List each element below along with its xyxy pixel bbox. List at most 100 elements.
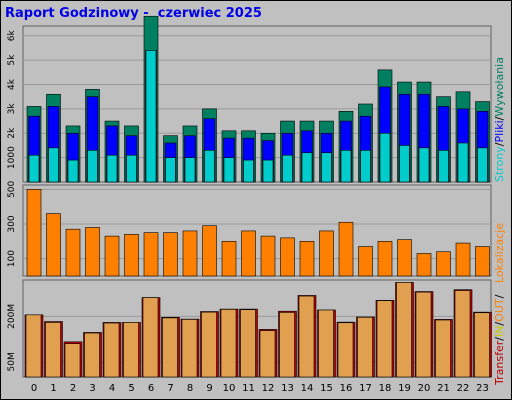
strony-bar-7 <box>165 157 176 183</box>
transfer-in-bar-6 <box>142 297 159 378</box>
strony-bar-16 <box>340 150 352 183</box>
transfer-in-bar-23 <box>474 312 490 378</box>
lokalizacje-bar-10 <box>221 241 237 277</box>
legend-separator: / <box>493 337 506 341</box>
transfer-in-bar-0 <box>25 314 42 378</box>
lokalizacje-bar-21 <box>436 251 451 277</box>
strony-bar-19 <box>399 145 410 183</box>
strony-bar-0 <box>28 154 40 183</box>
transfer-in-bar-12 <box>259 330 276 378</box>
transfer-in-bar-10 <box>220 309 237 378</box>
strony-bar-11 <box>243 159 254 183</box>
strony-bar-4 <box>106 154 118 183</box>
strony-bar-21 <box>438 150 449 183</box>
xtick-label-19: 19 <box>398 383 411 394</box>
xtick-label-2: 2 <box>70 383 76 394</box>
xtick-label-13: 13 <box>281 383 294 394</box>
panel-1-ytick-label: 500 <box>7 180 17 197</box>
strony-bar-14 <box>301 152 313 183</box>
xtick-label-1: 1 <box>50 383 56 394</box>
transfer-in-bar-22 <box>454 290 471 378</box>
lokalizacje-bar-7 <box>163 232 178 277</box>
legend-in: IN <box>493 326 506 337</box>
panel-0-ytick-label: 2k <box>7 127 17 139</box>
panel-0-ytick-label: 6k <box>7 30 17 42</box>
transfer-in-bar-21 <box>435 319 451 378</box>
xtick-label-14: 14 <box>301 383 314 394</box>
xtick-label-8: 8 <box>187 383 193 394</box>
panel-0-plot-area <box>22 25 492 183</box>
xtick-label-23: 23 <box>476 383 489 394</box>
legend-separator: / <box>493 322 506 326</box>
transfer-in-bar-7 <box>162 317 178 378</box>
strony-bar-22 <box>457 142 469 183</box>
xtick-label-15: 15 <box>320 383 333 394</box>
legend-text: Lokalizacje <box>493 223 506 283</box>
transfer-in-bar-4 <box>103 322 120 378</box>
legend-pliki: Pliki <box>493 120 506 142</box>
xtick-label-17: 17 <box>359 383 372 394</box>
panel-0-ytick-label: 1000 <box>7 146 17 169</box>
transfer-in-bar-11 <box>240 309 256 378</box>
xtick-label-4: 4 <box>109 383 115 394</box>
xtick-label-5: 5 <box>128 383 134 394</box>
xtick-label-16: 16 <box>340 383 353 394</box>
strony-bar-5 <box>126 154 137 183</box>
legend-transfer: Transfer <box>493 340 506 386</box>
transfer-in-bar-20 <box>415 291 432 378</box>
transfer-in-bar-2 <box>64 343 81 378</box>
lokalizacje-bar-17 <box>358 246 373 277</box>
lokalizacje-bar-16 <box>338 221 354 277</box>
lokalizacje-bar-9 <box>202 225 217 277</box>
strony-bar-8 <box>184 157 196 183</box>
lokalizacje-bar-8 <box>182 230 198 277</box>
strony-bar-15 <box>321 152 332 183</box>
transfer-in-bar-3 <box>84 332 100 378</box>
xtick-label-18: 18 <box>379 383 392 394</box>
transfer-in-bar-9 <box>201 311 217 378</box>
panel-2-ytick-label: 200M <box>7 304 17 329</box>
xtick-label-0: 0 <box>31 383 37 394</box>
lokalizacje-bar-13 <box>280 237 295 277</box>
strony-bar-9 <box>204 150 215 183</box>
xtick-label-6: 6 <box>148 383 154 394</box>
panel-1-ytick-label: 300 <box>7 215 17 232</box>
lokalizacje-bar-15 <box>319 230 334 277</box>
lokalizacje-bar-12 <box>260 235 276 277</box>
transfer-in-bar-19 <box>396 282 412 378</box>
lokalizacje-bar-22 <box>455 242 471 277</box>
legend-separator: / <box>493 116 506 120</box>
lokalizacje-bar-2 <box>65 228 81 277</box>
xtick-label-7: 7 <box>167 383 173 394</box>
transfer-in-bar-15 <box>318 309 334 378</box>
lokalizacje-bar-5 <box>124 234 139 277</box>
xtick-label-9: 9 <box>206 383 212 394</box>
panel-2-ytick-label: 50M <box>7 352 17 371</box>
panel-0-ytick-label: 5k <box>7 54 17 66</box>
strony-bar-17 <box>360 150 371 183</box>
strony-bar-12 <box>262 159 274 183</box>
xtick-label-21: 21 <box>437 383 450 394</box>
xtick-label-11: 11 <box>242 383 255 394</box>
strony-bar-2 <box>67 159 79 183</box>
strony-bar-6 <box>145 50 157 183</box>
lokalizacje-bar-11 <box>241 230 256 277</box>
strony-bar-18 <box>379 132 391 183</box>
strony-bar-20 <box>418 147 430 183</box>
panel-1-plot-area <box>22 184 492 277</box>
transfer-in-bar-5 <box>123 322 139 378</box>
chart-title: Raport Godzinowy - czerwiec 2025 <box>5 6 262 21</box>
legend-text: Transfer/IN/OUT/ <box>493 294 506 386</box>
strony-bar-3 <box>87 150 98 183</box>
strony-bar-1 <box>48 147 59 183</box>
xtick-label-22: 22 <box>457 383 470 394</box>
lokalizacje-bar-3 <box>85 227 100 277</box>
transfer-in-bar-18 <box>376 300 393 378</box>
legend-lokalizacje: Lokalizacje <box>493 223 506 283</box>
lokalizacje-bar-1 <box>46 213 61 277</box>
xtick-label-3: 3 <box>89 383 95 394</box>
lokalizacje-bar-19 <box>397 239 412 277</box>
xtick-label-10: 10 <box>223 383 236 394</box>
panel-1-ytick-label: 100 <box>7 250 17 267</box>
